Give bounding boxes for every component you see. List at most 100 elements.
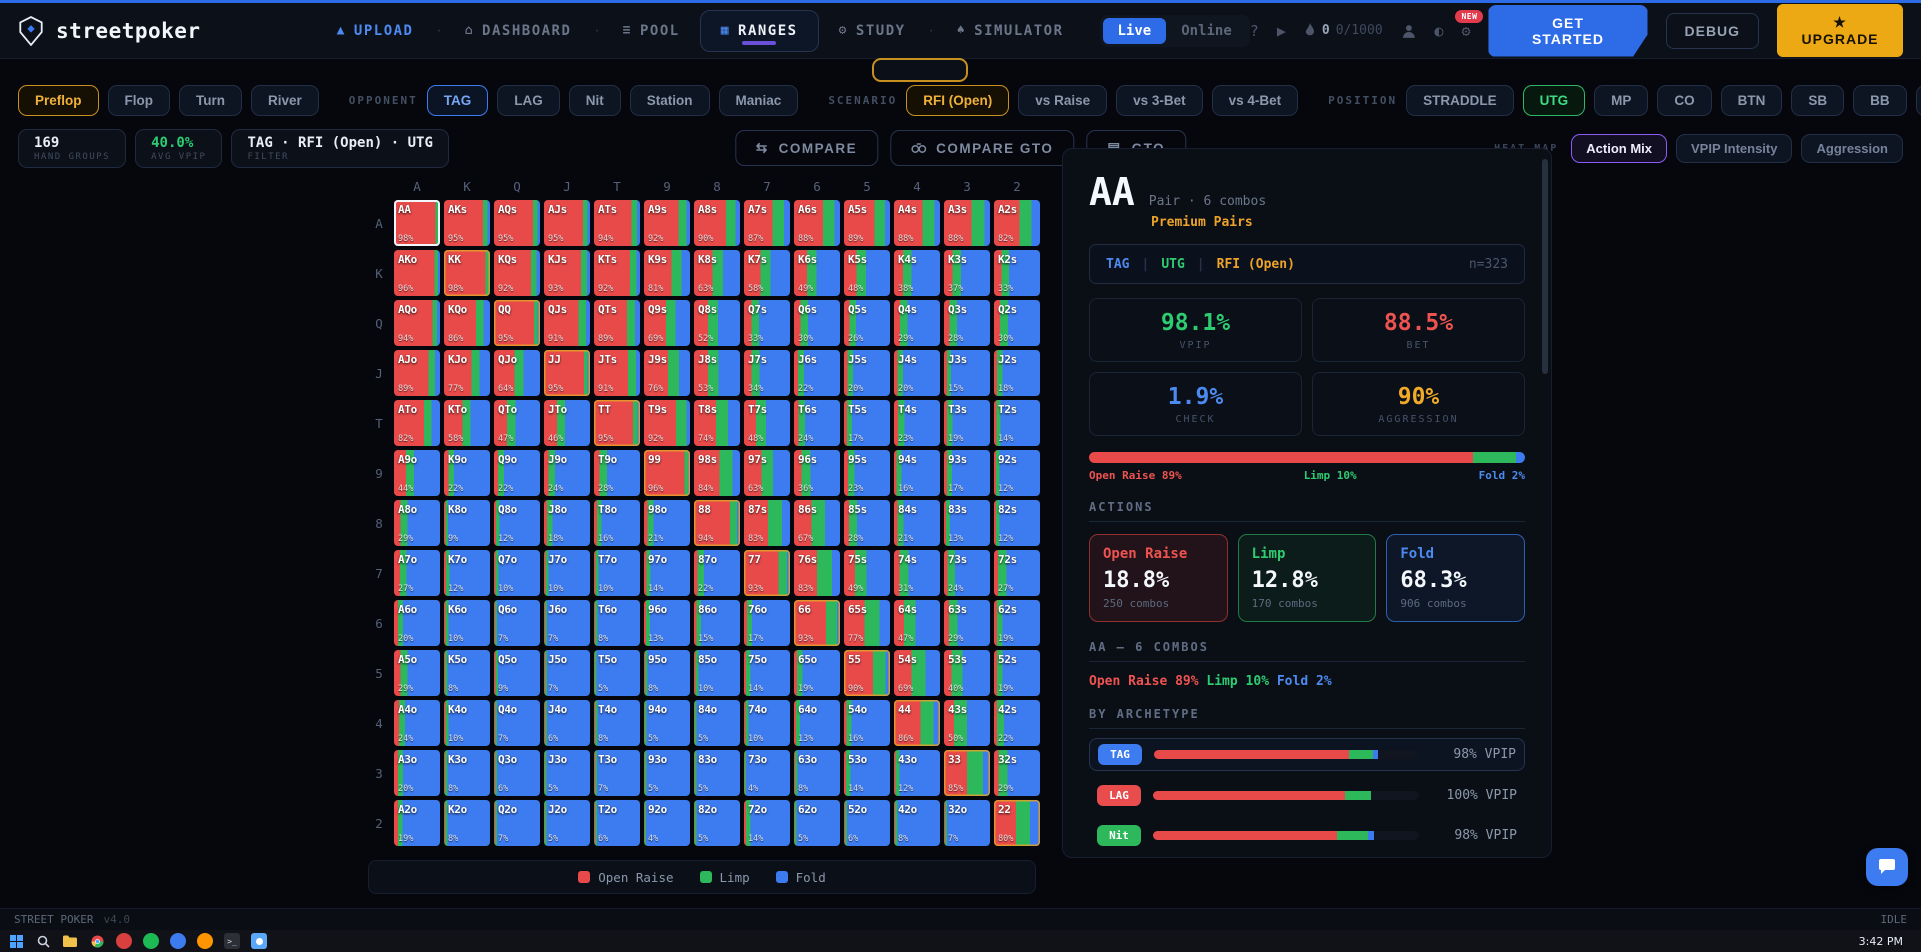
hand-cell-K3o[interactable]: K3o 8% — [444, 750, 490, 796]
hand-cell-AKs[interactable]: AKs 95% — [444, 200, 490, 246]
start-icon[interactable] — [8, 933, 24, 949]
get-started-button[interactable]: GET STARTED — [1488, 4, 1648, 57]
hand-cell-T4s[interactable]: T4s 23% — [894, 400, 940, 446]
hand-cell-JJ[interactable]: JJ 95% — [544, 350, 590, 396]
hand-cell-KK[interactable]: KK 98% — [444, 250, 490, 296]
hand-cell-A8o[interactable]: A8o 29% — [394, 500, 440, 546]
position-sb[interactable]: SB — [1791, 84, 1845, 116]
hand-cell-T6s[interactable]: T6s 24% — [794, 400, 840, 446]
hand-cell-86s[interactable]: 86s 67% — [794, 500, 840, 546]
hand-cell-K7s[interactable]: K7s 58% — [744, 250, 790, 296]
hand-cell-K8o[interactable]: K8o 9% — [444, 500, 490, 546]
hand-cell-55[interactable]: 55 90% — [844, 650, 890, 696]
hand-cell-J3s[interactable]: J3s 15% — [944, 350, 990, 396]
hand-cell-K5o[interactable]: K5o 8% — [444, 650, 490, 696]
search-icon[interactable] — [35, 933, 51, 949]
hand-cell-94s[interactable]: 94s 16% — [894, 450, 940, 496]
hand-cell-J6o[interactable]: J6o 7% — [544, 600, 590, 646]
hand-cell-Q6o[interactable]: Q6o 7% — [494, 600, 540, 646]
hand-cell-J5o[interactable]: J5o 7% — [544, 650, 590, 696]
hand-cell-JTs[interactable]: JTs 91% — [594, 350, 640, 396]
hand-cell-32o[interactable]: 32o 7% — [944, 800, 990, 846]
theme-icon[interactable]: ◐ — [1434, 21, 1444, 40]
hand-cell-KTs[interactable]: KTs 92% — [594, 250, 640, 296]
hand-cell-63s[interactable]: 63s 29% — [944, 600, 990, 646]
hand-cell-Q4o[interactable]: Q4o 7% — [494, 700, 540, 746]
hand-cell-73o[interactable]: 73o 4% — [744, 750, 790, 796]
hand-cell-K2o[interactable]: K2o 8% — [444, 800, 490, 846]
hand-cell-32s[interactable]: 32s 29% — [994, 750, 1040, 796]
hand-cell-Q7s[interactable]: Q7s 33% — [744, 300, 790, 346]
hand-cell-92s[interactable]: 92s 12% — [994, 450, 1040, 496]
hand-cell-74s[interactable]: 74s 31% — [894, 550, 940, 596]
opponent-maniac[interactable]: Maniac — [718, 84, 799, 116]
position-mp[interactable]: MP — [1594, 84, 1649, 116]
hand-cell-72s[interactable]: 72s 27% — [994, 550, 1040, 596]
opponent-lag[interactable]: LAG — [497, 84, 560, 116]
firefox-icon[interactable] — [197, 933, 213, 949]
hand-cell-QJo[interactable]: QJo 64% — [494, 350, 540, 396]
hand-cell-Q8o[interactable]: Q8o 12% — [494, 500, 540, 546]
hand-cell-Q9s[interactable]: Q9s 69% — [644, 300, 690, 346]
hand-cell-K4o[interactable]: K4o 10% — [444, 700, 490, 746]
hand-cell-ATo[interactable]: ATo 82% — [394, 400, 440, 446]
hand-cell-AQs[interactable]: AQs 95% — [494, 200, 540, 246]
hand-cell-65s[interactable]: 65s 77% — [844, 600, 890, 646]
nav-item-simulator[interactable]: ♠ SIMULATOR — [941, 14, 1080, 48]
hand-cell-64o[interactable]: 64o 13% — [794, 700, 840, 746]
hand-cell-63o[interactable]: 63o 8% — [794, 750, 840, 796]
hand-cell-43o[interactable]: 43o 12% — [894, 750, 940, 796]
hand-cell-95o[interactable]: 95o 8% — [644, 650, 690, 696]
hand-cell-Q3s[interactable]: Q3s 28% — [944, 300, 990, 346]
hand-cell-96s[interactable]: 96s 36% — [794, 450, 840, 496]
play-icon[interactable]: ▶ — [1276, 21, 1286, 40]
app-red-icon[interactable] — [116, 933, 132, 949]
position-bb[interactable]: BB — [1853, 84, 1907, 116]
hand-cell-33[interactable]: 33 85% — [944, 750, 990, 796]
hand-cell-22[interactable]: 22 80% — [994, 800, 1040, 846]
opponent-tag[interactable]: TAG — [426, 84, 489, 116]
hand-cell-64s[interactable]: 64s 47% — [894, 600, 940, 646]
archetype-row-lag[interactable]: LAG 100% VPIP — [1089, 780, 1525, 811]
opponent-station[interactable]: Station — [629, 84, 710, 116]
hand-cell-87o[interactable]: 87o 22% — [694, 550, 740, 596]
hand-cell-J3o[interactable]: J3o 5% — [544, 750, 590, 796]
user-icon[interactable] — [1401, 23, 1417, 39]
hand-cell-A4s[interactable]: A4s 88% — [894, 200, 940, 246]
hand-cell-96o[interactable]: 96o 13% — [644, 600, 690, 646]
nav-item-study[interactable]: ⚙ STUDY — [823, 14, 922, 48]
hand-cell-94o[interactable]: 94o 5% — [644, 700, 690, 746]
heatmap-mode-aggression[interactable]: Aggression — [1801, 133, 1903, 163]
hand-cell-K3s[interactable]: K3s 37% — [944, 250, 990, 296]
hand-cell-93o[interactable]: 93o 5% — [644, 750, 690, 796]
hand-cell-76o[interactable]: 76o 17% — [744, 600, 790, 646]
hand-cell-82o[interactable]: 82o 5% — [694, 800, 740, 846]
hand-cell-82s[interactable]: 82s 12% — [994, 500, 1040, 546]
hand-cell-T9o[interactable]: T9o 28% — [594, 450, 640, 496]
upgrade-button[interactable]: ★ UPGRADE — [1777, 4, 1903, 57]
hand-cell-KJo[interactable]: KJo 77% — [444, 350, 490, 396]
live-online-toggle[interactable]: Live Online — [1099, 14, 1250, 47]
hand-cell-95s[interactable]: 95s 23% — [844, 450, 890, 496]
hand-cell-AA[interactable]: AA 98% — [394, 200, 440, 246]
hand-cell-A9s[interactable]: A9s 92% — [644, 200, 690, 246]
hand-cell-66[interactable]: 66 93% — [794, 600, 840, 646]
toggle-live[interactable]: Live — [1102, 17, 1167, 44]
toggle-online[interactable]: Online — [1181, 22, 1232, 39]
nav-item-ranges[interactable]: ▦ RANGES — [699, 9, 819, 52]
hand-cell-JTo[interactable]: JTo 46% — [544, 400, 590, 446]
spotify-icon[interactable] — [143, 933, 159, 949]
hand-cell-A4o[interactable]: A4o 24% — [394, 700, 440, 746]
hand-cell-A3o[interactable]: A3o 20% — [394, 750, 440, 796]
hand-cell-87s[interactable]: 87s 83% — [744, 500, 790, 546]
hand-cell-83o[interactable]: 83o 5% — [694, 750, 740, 796]
hand-cell-T2s[interactable]: T2s 14% — [994, 400, 1040, 446]
heatmap-mode-action-mix[interactable]: Action Mix — [1571, 133, 1668, 163]
hand-cell-76s[interactable]: 76s 83% — [794, 550, 840, 596]
hand-cell-65o[interactable]: 65o 19% — [794, 650, 840, 696]
hand-cell-K5s[interactable]: K5s 48% — [844, 250, 890, 296]
hand-cell-A5o[interactable]: A5o 29% — [394, 650, 440, 696]
hand-cell-T7s[interactable]: T7s 48% — [744, 400, 790, 446]
hand-cell-84o[interactable]: 84o 5% — [694, 700, 740, 746]
hand-cell-83s[interactable]: 83s 13% — [944, 500, 990, 546]
